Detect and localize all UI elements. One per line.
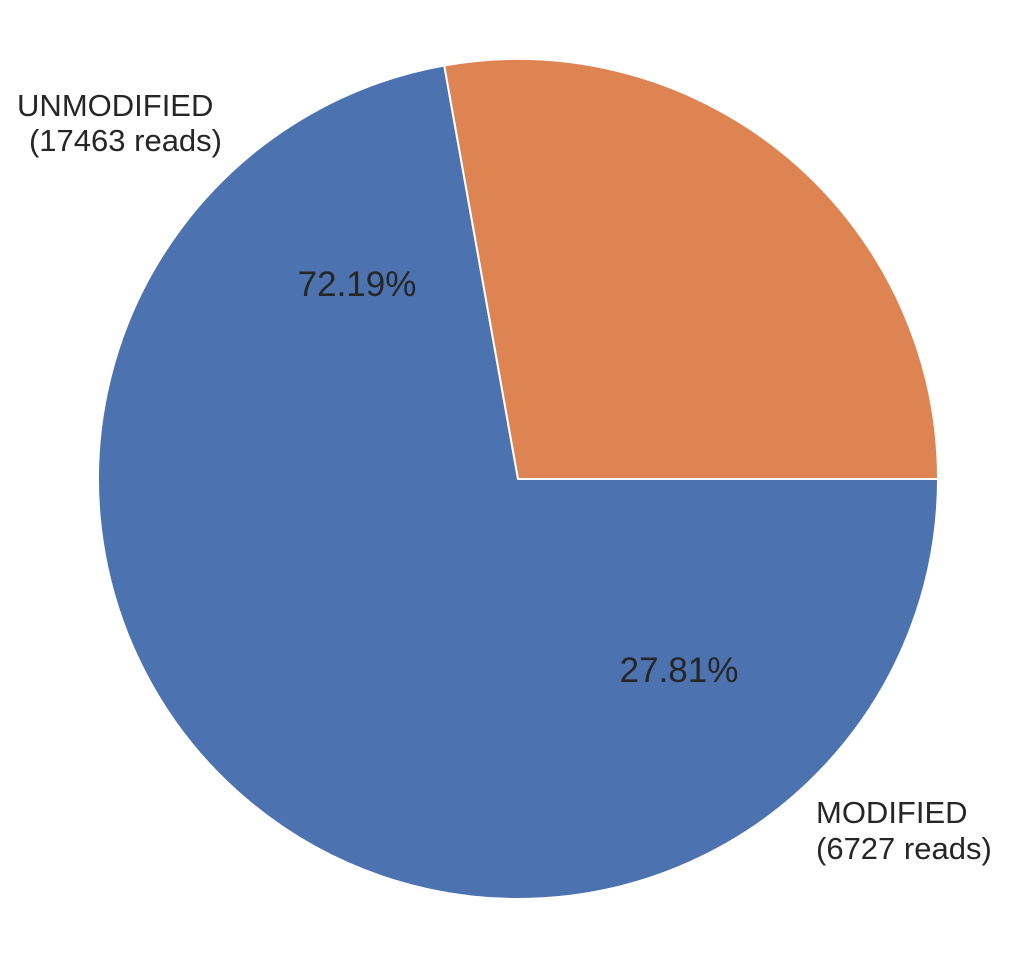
slice-label-modified-name: MODIFIED [816,795,968,830]
slice-label-modified: MODIFIED (6727 reads) [816,795,992,866]
pie-slice-modified [443,58,939,480]
pie-slices [97,58,939,900]
slice-label-modified-reads: (6727 reads) [816,831,992,866]
pie-slice-unmodified [97,64,939,900]
slice-percent-unmodified: 72.19% [298,265,417,304]
slice-label-unmodified: UNMODIFIED (17463 reads) [17,88,222,158]
slice-label-unmodified-reads: (17463 reads) [29,123,222,158]
slice-percent-modified: 27.81% [620,651,739,690]
slice-label-unmodified-name: UNMODIFIED [17,88,213,123]
